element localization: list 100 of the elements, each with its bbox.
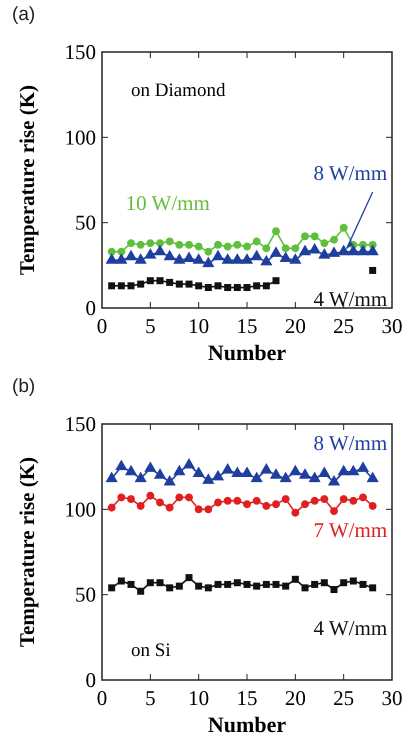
point: [360, 580, 366, 588]
point: [302, 584, 308, 592]
x-axis-title: Number: [208, 340, 286, 365]
point: [124, 464, 138, 476]
point: [262, 580, 270, 588]
point: [262, 502, 270, 510]
point: [156, 498, 164, 506]
point: [108, 282, 116, 290]
point: [310, 496, 319, 505]
point: [240, 466, 254, 478]
point: [146, 579, 154, 586]
point: [338, 464, 350, 476]
point: [320, 239, 328, 248]
point: [330, 507, 338, 515]
point: [349, 496, 358, 505]
point: [137, 588, 144, 595]
x-tick-label: 15: [236, 314, 258, 338]
point: [106, 472, 118, 482]
point: [134, 472, 147, 482]
point: [118, 578, 125, 585]
point: [156, 277, 164, 284]
point: [244, 580, 250, 588]
point: [253, 582, 260, 590]
point: [108, 584, 116, 592]
y-tick-label: 50: [75, 210, 96, 235]
point: [146, 239, 154, 248]
point: [253, 282, 260, 290]
point: [202, 473, 214, 484]
point: [292, 576, 299, 583]
point: [298, 468, 312, 479]
y-tick-label: 100: [64, 497, 96, 522]
point: [214, 282, 222, 290]
point: [291, 244, 300, 252]
point: [166, 278, 174, 286]
point: [156, 239, 164, 248]
point: [214, 498, 222, 506]
point: [117, 493, 126, 502]
point: [186, 574, 192, 582]
point: [244, 284, 250, 292]
point: [164, 475, 176, 486]
point: [340, 495, 348, 504]
point: [108, 248, 116, 256]
y-axis-title: Temperature rise (K): [15, 456, 39, 648]
point: [289, 464, 302, 476]
point: [204, 505, 212, 514]
x-tick-label: 20: [284, 314, 306, 338]
chart-title: (b): [12, 376, 36, 397]
point: [282, 582, 290, 590]
point: [156, 579, 164, 586]
point: [250, 472, 263, 482]
point: [166, 584, 174, 592]
x-tick-label: 10: [188, 314, 210, 338]
point: [282, 244, 290, 252]
point: [195, 282, 202, 290]
point: [128, 580, 134, 588]
point: [212, 470, 224, 480]
y-tick-label: 0: [86, 296, 96, 320]
point: [127, 239, 135, 248]
series-label: 7 W/mm: [313, 518, 388, 542]
point: [176, 582, 183, 590]
point: [194, 242, 203, 250]
point: [369, 584, 376, 592]
series-label: 4 W/mm: [313, 616, 388, 640]
point: [311, 580, 318, 588]
point: [137, 280, 144, 288]
point: [204, 284, 212, 292]
x-tick-label: 5: [145, 686, 156, 710]
point: [320, 495, 328, 504]
point: [252, 496, 261, 505]
point: [128, 282, 134, 290]
annotation: on Si: [131, 640, 171, 661]
point: [195, 582, 202, 590]
point: [214, 240, 222, 249]
point: [233, 240, 242, 249]
point: [224, 284, 232, 292]
point: [270, 468, 282, 479]
point: [272, 500, 280, 508]
point: [185, 240, 193, 249]
point: [115, 460, 128, 470]
point: [146, 492, 154, 500]
point: [301, 232, 309, 240]
x-tick-label: 30: [382, 314, 402, 338]
point: [272, 227, 280, 236]
point: [252, 238, 261, 246]
point: [243, 500, 251, 508]
point: [144, 461, 156, 472]
point: [118, 282, 125, 290]
point: [369, 266, 376, 274]
point: [173, 464, 186, 476]
y-tick-label: 150: [64, 40, 96, 64]
point: [318, 466, 330, 478]
y-tick-label: 100: [64, 125, 96, 150]
point: [192, 466, 205, 478]
point: [234, 284, 241, 292]
point: [340, 579, 348, 586]
point: [136, 502, 145, 510]
point: [291, 508, 300, 517]
point: [272, 580, 280, 588]
point: [262, 282, 270, 290]
y-tick-label: 50: [75, 582, 96, 607]
